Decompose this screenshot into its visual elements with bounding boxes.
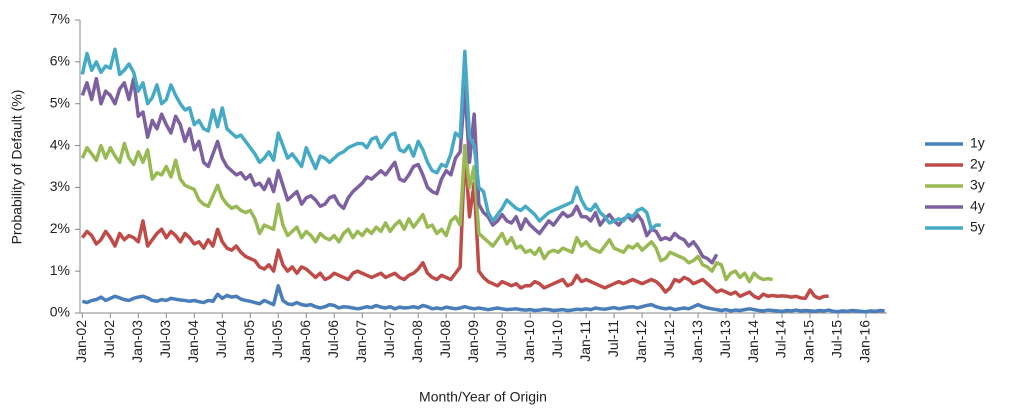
x-tick-label: Jan-03 (129, 320, 145, 363)
x-tick-label: Jan-16 (857, 320, 873, 363)
x-tick-label: Jul-09 (493, 320, 509, 358)
series-line (80, 148, 829, 301)
x-tick-label: Jan-12 (633, 320, 649, 363)
y-axis-label: Probability of Default (%) (9, 90, 25, 245)
x-tick-label: Jul-14 (773, 320, 789, 358)
x-tick-label: Jul-07 (381, 320, 397, 358)
y-tick-label: 0% (50, 304, 70, 320)
x-tick-label: Jan-06 (297, 320, 313, 363)
x-tick-label: Jul-13 (717, 320, 733, 358)
series-line (80, 47, 661, 232)
x-tick-label: Jul-12 (661, 320, 677, 358)
x-tick-label: Jan-11 (577, 320, 593, 362)
x-tick-label: Jul-05 (269, 320, 285, 358)
x-tick-label: Jan-14 (745, 320, 761, 363)
y-tick-label: 7% (50, 11, 70, 27)
x-axis-label: Month/Year of Origin (419, 389, 547, 405)
x-tick-label: Jul-08 (437, 320, 453, 358)
legend-label: 2y (970, 156, 985, 172)
x-tick-label: Jul-06 (325, 320, 341, 358)
x-tick-label: Jul-11 (605, 320, 621, 357)
x-tick-label: Jul-03 (157, 320, 173, 358)
y-tick-label: 6% (50, 53, 70, 69)
x-tick-label: Jan-15 (801, 320, 817, 363)
x-tick-label: Jan-07 (353, 320, 369, 363)
x-tick-label: Jan-10 (521, 320, 537, 363)
y-tick-label: 1% (50, 262, 70, 278)
y-tick-label: 2% (50, 220, 70, 236)
series-line (80, 141, 774, 284)
x-tick-label: Jan-04 (185, 320, 201, 363)
x-tick-label: Jan-05 (241, 320, 257, 363)
y-tick-label: 5% (50, 94, 70, 110)
x-tick-label: Jan-08 (409, 320, 425, 363)
legend-label: 1y (970, 135, 985, 151)
legend-label: 3y (970, 177, 985, 193)
x-tick-label: Jan-09 (465, 320, 481, 363)
x-tick-label: Jul-10 (549, 320, 565, 358)
y-tick-label: 4% (50, 136, 70, 152)
x-tick-label: Jul-02 (101, 320, 117, 358)
legend-label: 5y (970, 219, 985, 235)
legend-label: 4y (970, 198, 985, 214)
x-tick-label: Jul-15 (829, 320, 845, 358)
series-line (80, 76, 719, 265)
x-tick-label: Jul-04 (213, 320, 229, 358)
x-tick-label: Jan-13 (689, 320, 705, 363)
x-tick-label: Jan-02 (73, 320, 89, 363)
y-tick-label: 3% (50, 178, 70, 194)
series-line (81, 284, 885, 314)
